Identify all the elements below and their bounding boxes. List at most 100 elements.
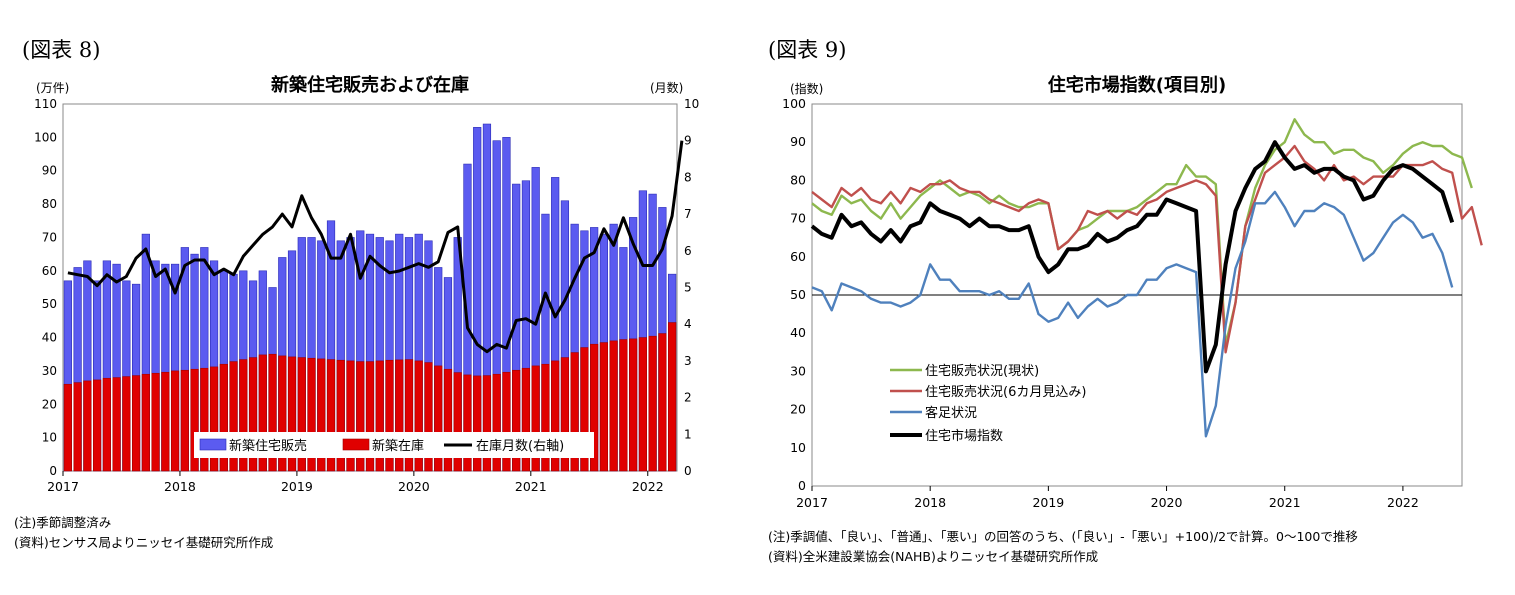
y2-tick-label: 9	[684, 134, 692, 148]
inventory-bar	[73, 382, 82, 472]
y-tick-label: 60	[790, 249, 806, 264]
inventory-bar	[297, 357, 306, 472]
inventory-bar	[570, 352, 579, 472]
inventory-bar	[141, 373, 150, 472]
legend-box	[194, 432, 594, 458]
y2-tick-label: 1	[684, 427, 692, 441]
inventory-bar	[658, 333, 667, 472]
inventory-bar	[307, 357, 316, 472]
inventory-bar	[395, 359, 404, 472]
y-tick-label: 60	[42, 264, 57, 278]
legend-hmi-label: 住宅市場指数	[925, 428, 1003, 444]
inventory-bar	[268, 353, 277, 472]
legend-label-months: 在庫月数(右軸)	[476, 439, 564, 454]
inventory-bar	[258, 354, 267, 472]
inventory-bar	[180, 369, 189, 472]
legend-expected-sales-label: 住宅販売状況(6カ月見込み)	[925, 384, 1086, 400]
inventory-bar	[209, 366, 219, 472]
legend-traffic-label: 客足状況	[925, 405, 977, 421]
inventory-bar	[170, 370, 180, 472]
inventory-bar	[463, 374, 472, 472]
x-tick-label: 2022	[632, 479, 664, 494]
y2-tick-label: 3	[684, 354, 692, 368]
inventory-bar	[482, 375, 492, 472]
inventory-bar	[443, 368, 453, 472]
inventory-bar	[229, 361, 238, 472]
x-tick-label: 2022	[1387, 495, 1419, 510]
chart-title: 新築住宅販売および在庫	[271, 74, 469, 96]
y-tick-label: 80	[42, 197, 57, 211]
legend-swatch-sales	[199, 438, 227, 451]
figure8-label: (図表 8)	[22, 38, 101, 62]
y-tick-label: 100	[34, 130, 57, 144]
y-tick-label: 50	[790, 287, 806, 302]
inventory-bar	[414, 360, 423, 472]
x-tick-label: 2019	[281, 479, 313, 494]
y2-tick-label: 7	[684, 207, 692, 221]
inventory-bar	[502, 371, 511, 472]
inventory-bar	[248, 357, 258, 472]
inventory-bar	[112, 377, 121, 472]
series-line-traffic	[811, 190, 1454, 438]
x-tick-label: 2021	[1269, 495, 1301, 510]
inventory-bar	[102, 377, 111, 472]
x-tick-label: 2017	[796, 495, 828, 510]
chart-title: 住宅市場指数(項目別)	[1048, 74, 1226, 96]
series-line-expected-sales	[811, 144, 1483, 354]
legend-current-sales-label: 住宅販売状況(現状)	[925, 363, 1039, 379]
series-line-current-sales	[811, 118, 1473, 346]
y-tick-label: 50	[42, 297, 57, 311]
figure8-source: (資料)センサス局よりニッセイ基礎研究所作成	[14, 535, 274, 550]
inventory-bar	[365, 361, 375, 472]
inventory-bar	[356, 361, 365, 472]
inventory-bar	[541, 363, 550, 472]
y-tick-label: 70	[790, 211, 806, 226]
inventory-bar	[521, 367, 531, 472]
y-tick-label: 110	[34, 97, 57, 111]
inventory-bar	[560, 357, 570, 472]
inventory-bar	[590, 343, 599, 472]
y2-tick-label: 0	[684, 464, 692, 478]
x-tick-label: 2019	[1032, 495, 1064, 510]
y-tick-label: 30	[790, 363, 806, 378]
inventory-bar	[424, 362, 433, 472]
inventory-bar	[278, 355, 287, 472]
y2-tick-label: 8	[684, 170, 692, 184]
inventory-bar	[473, 375, 482, 472]
inventory-bar	[580, 347, 589, 472]
inventory-bar	[609, 340, 618, 472]
inventory-bar	[599, 342, 609, 472]
x-tick-label: 2018	[164, 479, 196, 494]
legend-label-inventory: 新築在庫	[372, 438, 424, 454]
inventory-bar	[385, 359, 394, 472]
inventory-bar	[375, 360, 384, 472]
legend-swatch-inventory	[342, 438, 370, 451]
inventory-bar	[190, 368, 199, 472]
inventory-bar	[512, 369, 521, 472]
inventory-bar	[287, 356, 297, 472]
y-tick-label: 0	[49, 464, 57, 478]
inventory-bar	[346, 360, 355, 472]
inventory-bar	[551, 360, 560, 472]
y2-tick-label: 2	[684, 391, 692, 405]
inventory-bar	[434, 365, 443, 472]
legend-label-sales: 新築住宅販売	[229, 438, 307, 454]
y-axis-label: (指数)	[790, 81, 823, 96]
y2-tick-label: 4	[684, 317, 692, 331]
y-tick-label: 40	[790, 325, 806, 340]
inventory-bar	[200, 367, 209, 472]
x-tick-label: 2020	[1151, 495, 1183, 510]
figure8-note: (注)季節調整済み	[14, 515, 112, 530]
inventory-bar	[326, 359, 336, 472]
figure9-note: (注)季調値、「良い」、「普通」、「悪い」の回答のうち、(「良い」-「悪い」+1…	[768, 529, 1358, 544]
figure9-source: (資料)全米建設業協会(NAHB)よりニッセイ基礎研究所作成	[768, 549, 1099, 564]
x-tick-label: 2018	[914, 495, 946, 510]
y-tick-label: 0	[798, 478, 806, 493]
inventory-bar	[629, 338, 638, 472]
y-tick-label: 40	[42, 331, 57, 345]
y-tick-label: 90	[790, 134, 806, 149]
y-tick-label: 20	[42, 397, 57, 411]
inventory-bar	[492, 373, 501, 472]
inventory-bar	[83, 380, 92, 472]
